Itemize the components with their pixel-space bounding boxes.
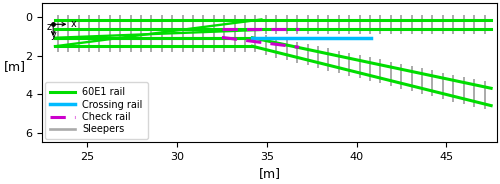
- Text: x: x: [70, 19, 76, 29]
- Text: y: y: [50, 30, 56, 40]
- Text: z: z: [47, 22, 52, 32]
- Y-axis label: [m]: [m]: [4, 60, 26, 73]
- Legend: 60E1 rail, Crossing rail, Check rail, Sleepers: 60E1 rail, Crossing rail, Check rail, Sl…: [46, 82, 148, 139]
- X-axis label: [m]: [m]: [258, 167, 280, 181]
